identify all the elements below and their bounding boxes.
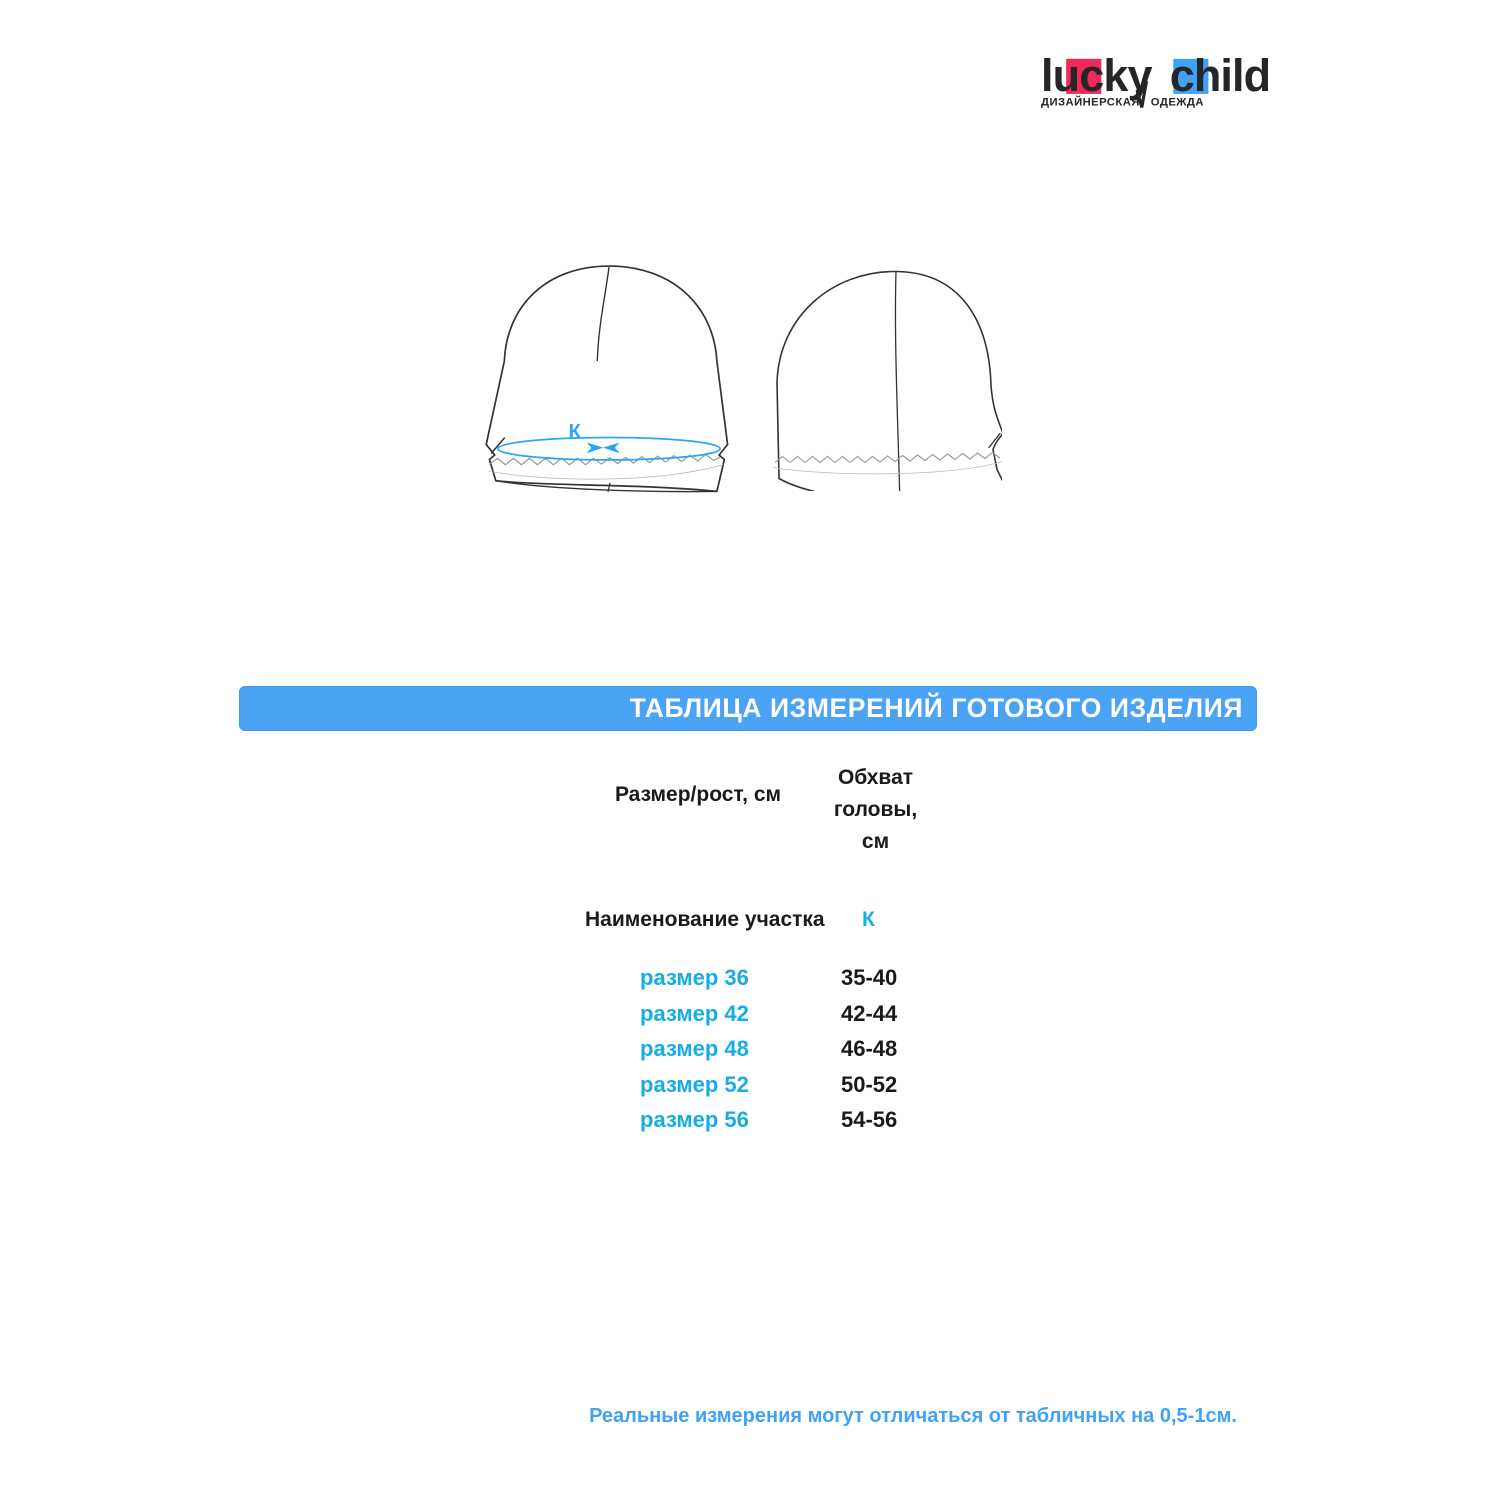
svg-text:lucky: lucky [1041, 50, 1152, 101]
svg-text:ОДЕЖДА: ОДЕЖДА [1151, 97, 1204, 109]
svg-text:ДИЗАЙНЕРСКАЯ: ДИЗАЙНЕРСКАЯ [1041, 96, 1140, 109]
svg-text:child: child [1170, 50, 1271, 101]
svg-text:К: К [568, 421, 581, 443]
